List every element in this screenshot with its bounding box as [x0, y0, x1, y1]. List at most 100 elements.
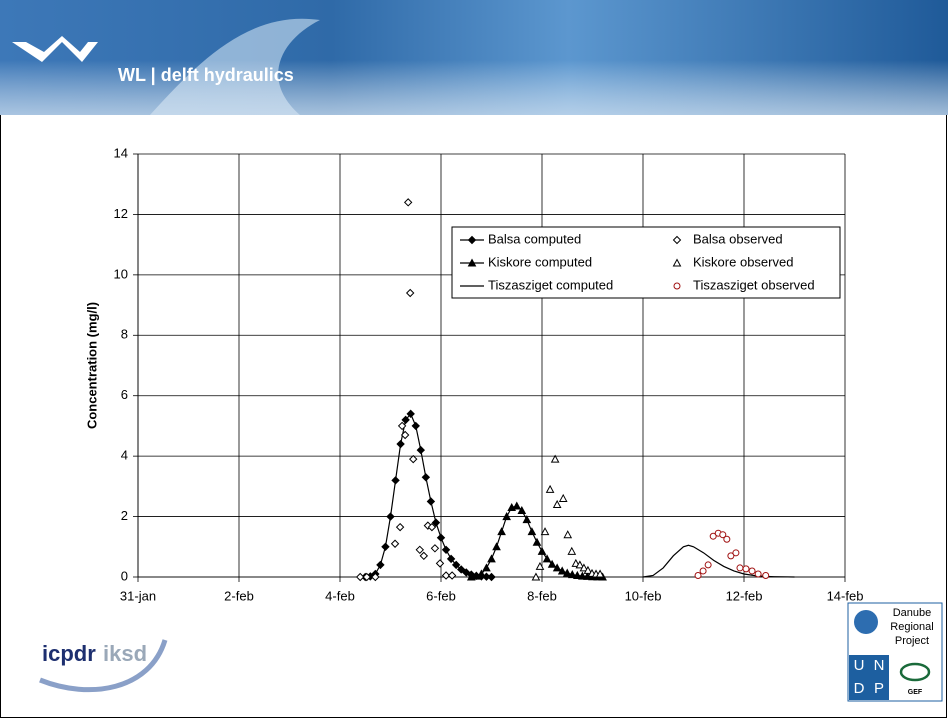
marker: [672, 235, 682, 245]
marker: [427, 522, 437, 532]
marker: [557, 566, 567, 575]
marker: [426, 497, 436, 506]
marker: [487, 572, 496, 582]
marker: [415, 545, 424, 555]
header: WL | delft hydraulics: [0, 0, 948, 115]
marker: [578, 571, 587, 580]
marker: [395, 522, 405, 532]
marker: [567, 546, 577, 555]
marker: [416, 445, 426, 455]
marker: [573, 570, 582, 579]
marker: [709, 532, 717, 540]
x-tick-label: 31-jan: [120, 588, 156, 603]
marker: [405, 288, 415, 298]
logo-text: icpdr: [42, 641, 96, 666]
marker: [409, 454, 418, 464]
logo-text: Regional: [890, 621, 933, 633]
marker: [748, 567, 756, 575]
marker: [456, 565, 466, 574]
marker: [583, 565, 593, 574]
marker: [376, 560, 385, 570]
marker: [431, 518, 441, 527]
marker: [400, 430, 410, 440]
y-axis-label: Concentration (mg/l): [84, 302, 99, 429]
marker: [467, 258, 477, 267]
legend-label: Tiszasziget computed: [488, 277, 613, 292]
marker: [390, 539, 400, 548]
undp-box: [849, 655, 889, 700]
marker: [522, 515, 532, 524]
marker: [391, 476, 400, 485]
x-tick-label: 12-feb: [726, 588, 763, 603]
marker: [552, 563, 562, 572]
marker: [386, 512, 395, 521]
logo-right: Danube Regional Project U N D P GEF: [847, 602, 943, 702]
marker: [563, 530, 573, 539]
marker: [441, 545, 451, 555]
marker: [762, 571, 770, 579]
marker: [487, 554, 496, 563]
marker: [517, 505, 527, 515]
y-tick-label: 10: [114, 266, 128, 281]
marker: [462, 568, 471, 577]
logo-text: N: [874, 657, 885, 674]
y-tick-label: 6: [121, 387, 128, 402]
marker: [552, 499, 562, 508]
legend-label: Balsa computed: [488, 231, 581, 246]
marker: [742, 565, 750, 573]
logo-text: Danube: [893, 607, 932, 619]
marker: [545, 484, 555, 493]
marker: [411, 421, 420, 431]
y-tick-label: 12: [114, 206, 128, 221]
marker: [547, 559, 557, 568]
marker: [403, 198, 413, 207]
marker: [579, 563, 589, 572]
legend-label: Kiskore observed: [693, 254, 793, 269]
logo-text: Project: [895, 635, 929, 647]
y-tick-label: 0: [121, 568, 128, 583]
logo-swoosh: [39, 639, 168, 693]
marker: [502, 512, 511, 521]
marker: [595, 569, 605, 578]
logo-text: U: [854, 657, 865, 674]
legend-box: [451, 226, 841, 299]
marker: [430, 544, 440, 553]
marker: [542, 554, 552, 563]
marker: [723, 535, 731, 543]
y-tick-label: 4: [121, 448, 128, 463]
logo-text: GEF: [908, 689, 923, 696]
marker: [447, 571, 457, 580]
x-tick-label: 6-feb: [426, 588, 456, 603]
marker: [423, 521, 433, 530]
marker: [451, 560, 461, 570]
marker: [355, 572, 365, 582]
logo-text: P: [874, 680, 884, 697]
marker: [396, 439, 405, 449]
marker: [492, 542, 501, 551]
chart: 0 2 4 6 8 10 12 14 31-jan 2-feb 4-feb 6-feb 8-feb 10-…: [84, 145, 863, 603]
header-fade: [0, 60, 948, 115]
marker: [419, 551, 429, 561]
logo-text: D: [854, 680, 865, 697]
marker: [672, 258, 682, 267]
marker: [477, 569, 486, 578]
marker: [699, 567, 707, 575]
legend: Balsa computed Kiskore computed Tiszaszige…: [451, 226, 841, 299]
marker: [736, 564, 744, 572]
marker: [401, 415, 410, 425]
marker: [754, 570, 762, 578]
marker: [535, 561, 545, 570]
marker: [497, 527, 506, 536]
marker: [531, 572, 541, 581]
marker: [719, 531, 727, 539]
x-tick-label: 10-feb: [625, 588, 662, 603]
marker: [550, 454, 560, 463]
marker: [397, 421, 407, 431]
marker: [441, 571, 451, 580]
x-tick-label: 2-feb: [224, 588, 254, 603]
marker: [540, 527, 550, 536]
marker: [421, 473, 431, 482]
legend-label: Kiskore computed: [488, 254, 592, 269]
marker: [575, 560, 585, 569]
